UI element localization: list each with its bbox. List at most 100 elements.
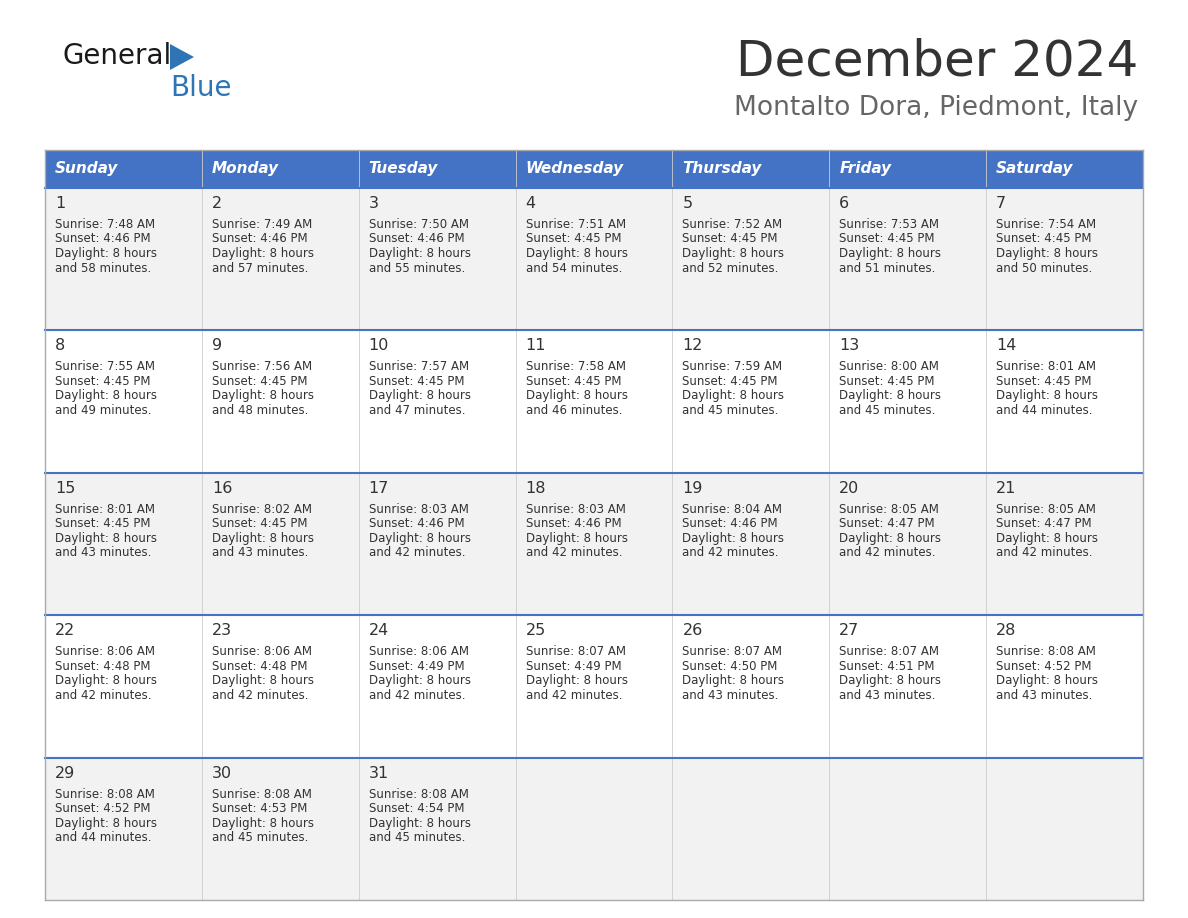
Text: Sunset: 4:49 PM: Sunset: 4:49 PM	[525, 660, 621, 673]
Text: Daylight: 8 hours: Daylight: 8 hours	[368, 389, 470, 402]
Text: Sunset: 4:45 PM: Sunset: 4:45 PM	[211, 518, 308, 531]
Text: and 44 minutes.: and 44 minutes.	[997, 404, 1093, 417]
Text: Daylight: 8 hours: Daylight: 8 hours	[525, 389, 627, 402]
Text: Sunrise: 8:07 AM: Sunrise: 8:07 AM	[839, 645, 940, 658]
Text: Sunset: 4:45 PM: Sunset: 4:45 PM	[525, 375, 621, 388]
Text: Sunset: 4:45 PM: Sunset: 4:45 PM	[997, 375, 1092, 388]
Text: Sunset: 4:47 PM: Sunset: 4:47 PM	[997, 518, 1092, 531]
Polygon shape	[170, 44, 194, 70]
Text: Sunrise: 7:56 AM: Sunrise: 7:56 AM	[211, 361, 312, 374]
Text: Daylight: 8 hours: Daylight: 8 hours	[55, 817, 157, 830]
Text: and 43 minutes.: and 43 minutes.	[55, 546, 151, 559]
Bar	[45, 150, 1143, 188]
Text: Montalto Dora, Piedmont, Italy: Montalto Dora, Piedmont, Italy	[734, 95, 1138, 121]
Text: Sunset: 4:48 PM: Sunset: 4:48 PM	[211, 660, 308, 673]
Text: Sunrise: 8:08 AM: Sunrise: 8:08 AM	[55, 788, 154, 800]
Text: Sunrise: 7:53 AM: Sunrise: 7:53 AM	[839, 218, 940, 231]
Text: Sunset: 4:45 PM: Sunset: 4:45 PM	[55, 375, 151, 388]
Text: 11: 11	[525, 339, 546, 353]
Text: Sunrise: 8:08 AM: Sunrise: 8:08 AM	[211, 788, 311, 800]
Text: Sunset: 4:46 PM: Sunset: 4:46 PM	[525, 518, 621, 531]
Text: and 42 minutes.: and 42 minutes.	[839, 546, 936, 559]
Text: Sunset: 4:45 PM: Sunset: 4:45 PM	[682, 375, 778, 388]
Text: and 51 minutes.: and 51 minutes.	[839, 262, 936, 274]
Text: and 57 minutes.: and 57 minutes.	[211, 262, 308, 274]
Text: and 42 minutes.: and 42 minutes.	[525, 546, 623, 559]
Text: Sunset: 4:46 PM: Sunset: 4:46 PM	[682, 518, 778, 531]
Text: Sunset: 4:46 PM: Sunset: 4:46 PM	[55, 232, 151, 245]
Text: Blue: Blue	[170, 74, 232, 102]
Text: and 43 minutes.: and 43 minutes.	[997, 688, 1093, 701]
Text: Daylight: 8 hours: Daylight: 8 hours	[997, 674, 1098, 688]
Text: Sunrise: 8:03 AM: Sunrise: 8:03 AM	[368, 503, 468, 516]
Text: 10: 10	[368, 339, 390, 353]
Text: and 44 minutes.: and 44 minutes.	[55, 831, 152, 844]
Text: 9: 9	[211, 339, 222, 353]
Text: 23: 23	[211, 623, 232, 638]
Text: Daylight: 8 hours: Daylight: 8 hours	[682, 247, 784, 260]
Bar	[45, 330, 1143, 473]
Text: Sunrise: 8:06 AM: Sunrise: 8:06 AM	[211, 645, 312, 658]
Text: Sunrise: 7:58 AM: Sunrise: 7:58 AM	[525, 361, 626, 374]
Text: Daylight: 8 hours: Daylight: 8 hours	[682, 389, 784, 402]
Text: Saturday: Saturday	[997, 162, 1074, 176]
Text: Tuesday: Tuesday	[368, 162, 438, 176]
Text: and 43 minutes.: and 43 minutes.	[211, 546, 308, 559]
Text: Sunset: 4:45 PM: Sunset: 4:45 PM	[839, 232, 935, 245]
Text: Sunset: 4:45 PM: Sunset: 4:45 PM	[997, 232, 1092, 245]
Text: Sunset: 4:45 PM: Sunset: 4:45 PM	[368, 375, 465, 388]
Text: Sunrise: 7:48 AM: Sunrise: 7:48 AM	[55, 218, 156, 231]
Text: and 42 minutes.: and 42 minutes.	[525, 688, 623, 701]
Text: Thursday: Thursday	[682, 162, 762, 176]
Text: Sunrise: 8:01 AM: Sunrise: 8:01 AM	[997, 361, 1097, 374]
Text: 16: 16	[211, 481, 232, 496]
Text: and 49 minutes.: and 49 minutes.	[55, 404, 152, 417]
Text: Friday: Friday	[839, 162, 891, 176]
Text: Sunset: 4:54 PM: Sunset: 4:54 PM	[368, 802, 465, 815]
Text: Monday: Monday	[211, 162, 279, 176]
Text: General: General	[62, 42, 171, 70]
Text: 3: 3	[368, 196, 379, 211]
Text: Daylight: 8 hours: Daylight: 8 hours	[55, 389, 157, 402]
Text: December 2024: December 2024	[735, 38, 1138, 86]
Text: 1: 1	[55, 196, 65, 211]
Text: Sunrise: 8:00 AM: Sunrise: 8:00 AM	[839, 361, 940, 374]
Text: Sunrise: 7:54 AM: Sunrise: 7:54 AM	[997, 218, 1097, 231]
Text: Daylight: 8 hours: Daylight: 8 hours	[682, 532, 784, 544]
Text: and 48 minutes.: and 48 minutes.	[211, 404, 308, 417]
Text: 25: 25	[525, 623, 545, 638]
Text: 26: 26	[682, 623, 702, 638]
Text: Daylight: 8 hours: Daylight: 8 hours	[525, 674, 627, 688]
Text: and 42 minutes.: and 42 minutes.	[997, 546, 1093, 559]
Text: and 47 minutes.: and 47 minutes.	[368, 404, 466, 417]
Text: and 42 minutes.: and 42 minutes.	[211, 688, 309, 701]
Text: Sunset: 4:49 PM: Sunset: 4:49 PM	[368, 660, 465, 673]
Text: Sunrise: 8:04 AM: Sunrise: 8:04 AM	[682, 503, 783, 516]
Text: Daylight: 8 hours: Daylight: 8 hours	[368, 247, 470, 260]
Text: and 58 minutes.: and 58 minutes.	[55, 262, 151, 274]
Text: and 42 minutes.: and 42 minutes.	[368, 688, 466, 701]
Text: Sunrise: 8:05 AM: Sunrise: 8:05 AM	[997, 503, 1097, 516]
Text: Daylight: 8 hours: Daylight: 8 hours	[839, 389, 941, 402]
Text: Daylight: 8 hours: Daylight: 8 hours	[211, 674, 314, 688]
Text: 4: 4	[525, 196, 536, 211]
Text: and 46 minutes.: and 46 minutes.	[525, 404, 623, 417]
Text: 31: 31	[368, 766, 388, 780]
Text: and 43 minutes.: and 43 minutes.	[839, 688, 936, 701]
Text: Sunset: 4:52 PM: Sunset: 4:52 PM	[55, 802, 151, 815]
Text: and 45 minutes.: and 45 minutes.	[839, 404, 936, 417]
Text: and 45 minutes.: and 45 minutes.	[682, 404, 779, 417]
Text: Sunset: 4:46 PM: Sunset: 4:46 PM	[211, 232, 308, 245]
Text: Sunset: 4:46 PM: Sunset: 4:46 PM	[368, 232, 465, 245]
Text: Daylight: 8 hours: Daylight: 8 hours	[525, 532, 627, 544]
Text: Sunrise: 7:50 AM: Sunrise: 7:50 AM	[368, 218, 469, 231]
Text: 12: 12	[682, 339, 703, 353]
Text: and 45 minutes.: and 45 minutes.	[211, 831, 308, 844]
Text: Sunrise: 8:05 AM: Sunrise: 8:05 AM	[839, 503, 940, 516]
Text: Daylight: 8 hours: Daylight: 8 hours	[997, 247, 1098, 260]
Text: and 42 minutes.: and 42 minutes.	[368, 546, 466, 559]
Text: Sunrise: 8:01 AM: Sunrise: 8:01 AM	[55, 503, 154, 516]
Text: 27: 27	[839, 623, 860, 638]
Text: Sunrise: 7:59 AM: Sunrise: 7:59 AM	[682, 361, 783, 374]
Text: 7: 7	[997, 196, 1006, 211]
